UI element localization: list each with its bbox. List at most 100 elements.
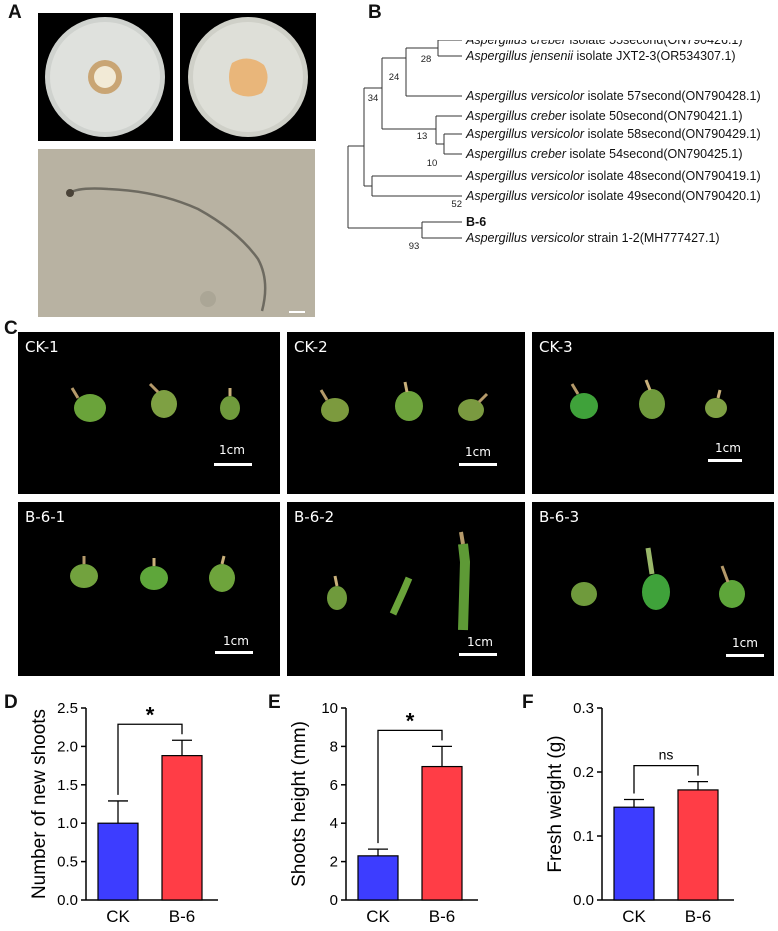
bootstrap-value: 28 <box>421 54 432 65</box>
taxon-details: isolate JXT2-3(OR534307.1) <box>573 49 736 63</box>
y-tick-label: 1.0 <box>57 815 78 832</box>
scale-label: 1cm <box>715 441 741 455</box>
y-tick-label: 2.5 <box>57 700 78 717</box>
x-tick-label: B-6 <box>169 907 195 926</box>
taxon-details: isolate 50second(ON790421.1) <box>566 109 743 123</box>
y-tick-label: 0 <box>330 892 338 909</box>
hypha-micrograph-image <box>38 149 315 317</box>
bar <box>357 855 399 901</box>
y-axis-label: Number of new shoots <box>29 709 50 899</box>
tree-taxon-label: Aspergillus versicolor isolate 49second(… <box>465 189 761 203</box>
taxon-details: strain 1-2(MH777427.1) <box>584 231 719 245</box>
panel-label-e: E <box>268 692 281 713</box>
taxon-genus: Aspergillus versicolor <box>465 127 585 141</box>
significance-label: ns <box>659 747 674 763</box>
y-tick-label: 0.2 <box>573 764 594 781</box>
bar <box>677 789 719 901</box>
photo-ck-3: CK-3 1cm <box>532 332 774 494</box>
y-tick-label: 8 <box>330 738 338 755</box>
scale-bar <box>214 463 252 466</box>
tree-taxon-label: Aspergillus versicolor isolate 57second(… <box>465 89 761 103</box>
significance-bracket <box>633 764 699 794</box>
taxon-details: isolate 54second(ON790425.1) <box>566 147 743 161</box>
y-tick-label: 0.5 <box>57 854 78 871</box>
scale-label: 1cm <box>223 634 249 648</box>
chart-shoots-height: Shoots height (mm) 0 2 4 6 8 10 CK B-6 * <box>289 700 478 926</box>
y-tick-label: 10 <box>321 700 338 717</box>
photo-ck-1: CK-1 1cm <box>18 332 280 494</box>
significance-label: * <box>406 708 415 733</box>
scale-label: 1cm <box>732 636 758 650</box>
x-tick-label: B-6 <box>429 907 455 926</box>
x-tick-label: CK <box>106 907 130 926</box>
photo-label: B-6-2 <box>294 508 335 526</box>
y-tick-label: 1.5 <box>57 777 78 794</box>
x-tick-label: CK <box>366 907 390 926</box>
y-tick-label: 0.0 <box>573 892 594 909</box>
photo-ck-2: CK-2 1cm <box>287 332 525 494</box>
tree-taxon-label: B-6 <box>466 215 486 229</box>
photo-label: B-6-3 <box>539 508 580 526</box>
panel-label-d: D <box>4 692 18 713</box>
significance-bracket <box>377 729 443 844</box>
scale-label: 1cm <box>465 445 491 459</box>
y-axis-label: Fresh weight (g) <box>545 735 566 872</box>
tree-taxon-label: Aspergillus versicolor isolate 48second(… <box>465 169 761 183</box>
taxon-genus: Aspergillus creber <box>465 147 567 161</box>
taxon-genus: Aspergillus versicolor <box>465 169 585 183</box>
bar <box>97 822 139 901</box>
significance-label: * <box>146 702 155 727</box>
taxon-genus: Aspergillus creber <box>465 109 567 123</box>
bootstrap-value: 24 <box>389 72 400 83</box>
photo-b6-1: B-6-1 1cm <box>18 502 280 676</box>
photo-label: CK-3 <box>539 338 573 356</box>
y-tick-label: 0.1 <box>573 828 594 845</box>
photo-label: CK-2 <box>294 338 328 356</box>
y-tick-label: 4 <box>330 815 338 832</box>
significance-bracket <box>117 723 183 795</box>
tree-taxon-label: Aspergillus versicolor isolate 58second(… <box>465 127 761 141</box>
photo-b6-2: B-6-2 1cm <box>287 502 525 676</box>
x-tick-label: CK <box>622 907 646 926</box>
tree-taxon-label: Aspergillus creber isolate 50second(ON79… <box>465 109 743 123</box>
scale-bar <box>459 463 497 466</box>
scale-bar <box>459 653 497 656</box>
bootstrap-value: 34 <box>368 93 379 104</box>
taxon-genus: Aspergillus creber <box>465 40 567 47</box>
taxon-genus: Aspergillus versicolor <box>465 89 585 103</box>
tree-taxon-label: Aspergillus creber isolate 54second(ON79… <box>465 147 743 161</box>
y-tick-label: 0.3 <box>573 700 594 717</box>
taxon-details: isolate 48second(ON790419.1) <box>584 169 761 183</box>
x-tick-label: B-6 <box>685 907 711 926</box>
bootstrap-value: 52 <box>451 199 462 210</box>
y-axis-label: Shoots height (mm) <box>289 721 310 887</box>
taxon-genus: Aspergillus jensenii <box>465 49 574 63</box>
taxon-details: isolate 49second(ON790420.1) <box>584 189 761 203</box>
panel-label-f: F <box>522 692 534 713</box>
scale-label: 1cm <box>219 443 245 457</box>
y-tick-label: 2 <box>330 854 338 871</box>
tree-taxon-label: Aspergillus creber isolate 55second(ON79… <box>465 40 743 47</box>
panel-label-a: A <box>8 2 22 23</box>
y-tick-label: 6 <box>330 777 338 794</box>
taxon-details: isolate 55second(ON790426.1) <box>566 40 743 47</box>
bootstrap-value: 93 <box>409 241 420 252</box>
tree-taxon-label: Aspergillus jensenii isolate JXT2-3(OR53… <box>465 49 736 63</box>
phylogenetic-tree: Aspergillus creber isolate 55second(ON79… <box>347 40 761 252</box>
petri-dish-front-image <box>38 13 173 141</box>
scale-bar <box>215 651 253 654</box>
scale-label: 1cm <box>467 635 493 649</box>
taxon-genus: Aspergillus versicolor <box>465 231 585 245</box>
tree-taxon-label: Aspergillus versicolor strain 1-2(MH7774… <box>465 231 720 245</box>
bar <box>161 755 203 901</box>
scale-bar <box>726 654 764 657</box>
bootstrap-value: 10 <box>427 158 438 169</box>
y-tick-label: 0.0 <box>57 892 78 909</box>
photo-b6-3: B-6-3 1cm <box>532 502 774 676</box>
photo-label: CK-1 <box>25 338 59 356</box>
panel-label-b: B <box>368 2 382 23</box>
bar <box>613 806 655 901</box>
panel-label-c: C <box>4 318 18 339</box>
chart-fresh-weight: Fresh weight (g) 0.0 0.1 0.2 0.3 CK B-6 ns <box>545 700 734 926</box>
chart-new-shoots: Number of new shoots 0.0 0.5 1.0 1.5 2.0 2.5 CK… <box>29 700 218 926</box>
